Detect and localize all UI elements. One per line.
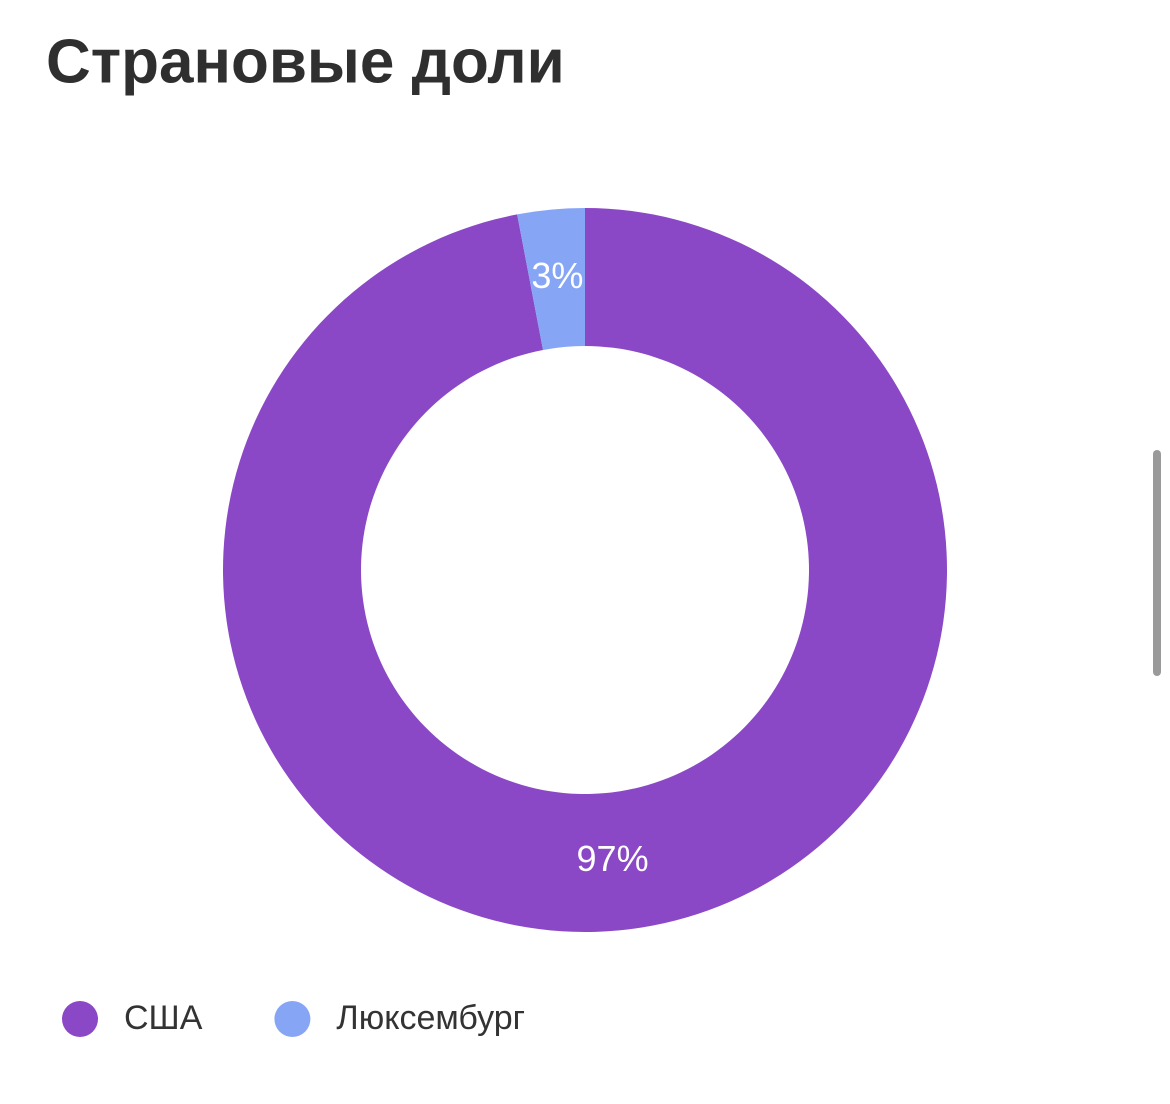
legend-marker[interactable] xyxy=(274,1001,311,1037)
data-label: 3% xyxy=(531,255,583,296)
data-label: 97% xyxy=(577,838,649,879)
donut-segment xyxy=(517,208,585,350)
legend-label[interactable]: США xyxy=(124,999,203,1037)
legend-label[interactable]: Люксембург xyxy=(336,999,525,1037)
legend-marker[interactable] xyxy=(62,1001,98,1037)
chart-title: Страновые доли xyxy=(46,27,565,96)
donut-segment xyxy=(222,208,948,932)
scrollbar[interactable] xyxy=(1153,450,1161,676)
